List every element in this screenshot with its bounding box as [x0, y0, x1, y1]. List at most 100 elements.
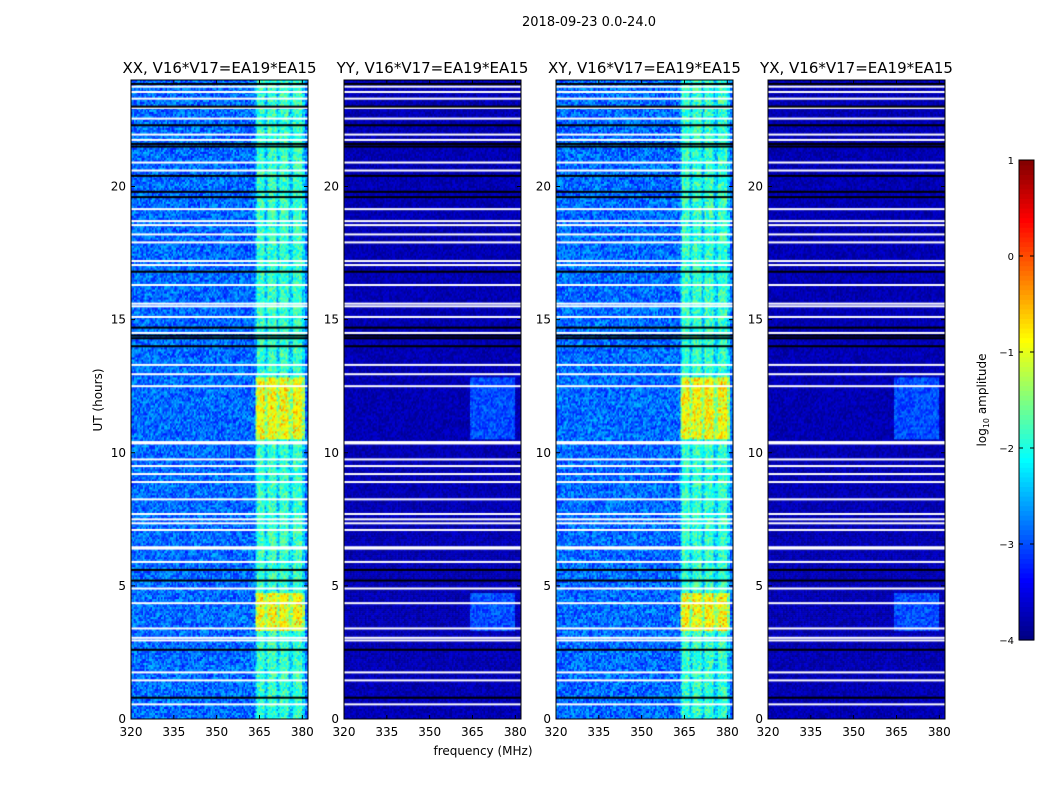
y-tick-label: 20 — [748, 180, 763, 194]
y-tick-label: 0 — [331, 712, 339, 726]
colorbar-segment — [1019, 376, 1034, 382]
colorbar-segment — [1019, 544, 1034, 550]
colorbar-segment — [1019, 160, 1034, 166]
colorbar-segment — [1019, 265, 1034, 271]
colorbar-segment — [1019, 443, 1034, 449]
colorbar-tick-label: −3 — [999, 540, 1014, 551]
colorbar-segment — [1019, 419, 1034, 425]
colorbar-segment — [1019, 616, 1034, 622]
colorbar-segment — [1019, 371, 1034, 377]
colorbar-segment — [1019, 289, 1034, 295]
plot-frame — [130, 79, 309, 720]
colorbar-segment — [1019, 457, 1034, 463]
colorbar-segment — [1019, 390, 1034, 396]
colorbar-segment — [1019, 620, 1034, 627]
colorbar-segment — [1019, 256, 1034, 262]
colorbar-segment — [1019, 548, 1034, 555]
y-tick-label: 20 — [536, 180, 551, 194]
colorbar: −4 −3 −2 −1 0 1 — [999, 156, 1035, 647]
y-tick-label: 5 — [543, 579, 551, 593]
y-tick-label: 15 — [324, 313, 339, 327]
y-tick-label: 15 — [536, 313, 551, 327]
colorbar-segment — [1019, 448, 1034, 454]
colorbar-segment — [1019, 323, 1034, 329]
y-tick-label: 15 — [111, 313, 126, 327]
colorbar-segment — [1019, 217, 1034, 223]
colorbar-segment — [1019, 352, 1034, 358]
x-tick-label: 365 — [885, 725, 908, 739]
x-tick-label: 380 — [928, 725, 951, 739]
colorbar-segment — [1019, 606, 1034, 612]
colorbar-segment — [1019, 467, 1034, 473]
colorbar-segment — [1019, 630, 1034, 636]
plot-frame — [555, 79, 734, 720]
colorbar-tick-label: −4 — [999, 636, 1014, 647]
colorbar-segment — [1019, 275, 1034, 281]
colorbar-segment — [1019, 332, 1034, 339]
colorbar-segment — [1019, 505, 1034, 511]
colorbar-segment — [1019, 462, 1034, 468]
y-tick-label: 20 — [111, 180, 126, 194]
colorbar-tick-label: 1 — [1008, 156, 1014, 167]
colorbar-segment — [1019, 572, 1034, 579]
colorbar-tick-label: 0 — [1008, 252, 1014, 263]
colorbar-segment — [1019, 433, 1034, 439]
x-tick-label: 380 — [716, 725, 739, 739]
panel-title: YY, V16*V17=EA19*EA15 — [336, 59, 529, 77]
colorbar-segment — [1019, 625, 1034, 631]
colorbar-segment — [1019, 404, 1034, 411]
y-tick-label: 10 — [748, 446, 763, 460]
x-axis-label: frequency (MHz) — [433, 744, 532, 758]
colorbar-segment — [1019, 179, 1034, 185]
panel-4: YX, V16*V17=EA19*EA15 320 335 350 365 380 0 5 10… — [748, 59, 953, 739]
colorbar-segment — [1019, 481, 1034, 487]
x-tick-label: 320 — [757, 725, 780, 739]
colorbar-segment — [1019, 496, 1034, 502]
heatmap-cells — [768, 80, 945, 719]
colorbar-segment — [1019, 534, 1034, 540]
x-tick-label: 335 — [162, 725, 185, 739]
x-tick-label: 365 — [461, 725, 484, 739]
x-tick-label: 335 — [375, 725, 398, 739]
colorbar-segment — [1019, 520, 1034, 526]
colorbar-segment — [1019, 424, 1034, 430]
colorbar-segment — [1019, 241, 1034, 247]
colorbar-segment — [1019, 328, 1034, 334]
colorbar-segment — [1019, 366, 1034, 372]
colorbar-segment — [1019, 169, 1034, 175]
colorbar-segment — [1019, 313, 1034, 319]
colorbar-segment — [1019, 395, 1034, 401]
x-tick-label: 380 — [291, 725, 314, 739]
y-axis-label: UT (hours) — [91, 368, 105, 431]
colorbar-segment — [1019, 539, 1034, 545]
y-tick-label: 0 — [118, 712, 126, 726]
colorbar-segment — [1019, 486, 1034, 492]
colorbar-segment — [1019, 270, 1034, 276]
colorbar-segment — [1019, 236, 1034, 243]
y-tick-label: 5 — [755, 579, 763, 593]
colorbar-segment — [1019, 409, 1034, 415]
colorbar-segment — [1019, 284, 1034, 291]
colorbar-segment — [1019, 318, 1034, 324]
colorbar-segment — [1019, 400, 1034, 406]
colorbar-segment — [1019, 198, 1034, 204]
y-tick-label: 5 — [118, 579, 126, 593]
colorbar-segment — [1019, 596, 1034, 603]
colorbar-segment — [1019, 380, 1034, 387]
x-tick-label: 365 — [248, 725, 271, 739]
x-tick-label: 335 — [587, 725, 610, 739]
colorbar-segment — [1019, 452, 1034, 459]
x-tick-label: 350 — [418, 725, 441, 739]
x-tick-label: 320 — [545, 725, 568, 739]
plot-frame — [767, 79, 946, 720]
colorbar-segment — [1019, 342, 1034, 348]
x-tick-label: 320 — [120, 725, 143, 739]
colorbar-segment — [1019, 164, 1034, 171]
colorbar-segment — [1019, 592, 1034, 598]
panel-title: XX, V16*V17=EA19*EA15 — [122, 59, 316, 77]
panel-title: YX, V16*V17=EA19*EA15 — [759, 59, 953, 77]
colorbar-segment — [1019, 184, 1034, 190]
colorbar-segment — [1019, 251, 1034, 257]
colorbar-segment — [1019, 260, 1034, 267]
colorbar-label-log: log — [975, 428, 989, 446]
